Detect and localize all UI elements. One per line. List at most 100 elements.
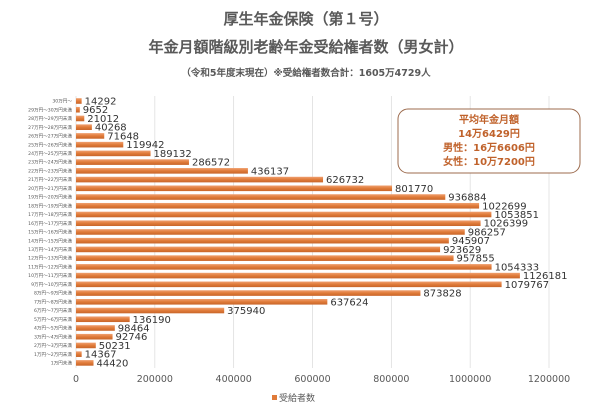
- y-tick-label: 17万円～18万円未満: [28, 211, 72, 218]
- chart-subtitle: 年金月額階級別老齢年金受給権者数（男女計）: [148, 38, 463, 56]
- y-tick-label: 3万円～4万円未満: [34, 333, 72, 340]
- bar: [76, 106, 80, 113]
- y-tick-label: 10万円～11万円未満: [28, 272, 72, 279]
- bar: [76, 229, 465, 235]
- y-tick-label: 27万円～28万円未満: [28, 124, 72, 131]
- data-label: 375940: [227, 306, 265, 317]
- y-tick-label: 7万円～8万円未満: [34, 298, 72, 305]
- bar: [76, 342, 96, 349]
- x-tick-label: 200000: [137, 374, 173, 385]
- bar: [76, 307, 225, 314]
- x-tick-label: 600000: [294, 374, 330, 385]
- y-tick-label: 5万円～6万円未満: [34, 316, 72, 323]
- y-tick-label: 9万円～10万円未満: [31, 281, 72, 288]
- data-label: 873828: [423, 289, 461, 300]
- x-tick-label: 1000000: [449, 374, 491, 385]
- chart-title: 厚生年金保険（第１号）: [223, 10, 388, 28]
- legend-label: 受給者数: [279, 392, 315, 404]
- y-tick-label: 12万円～13万円未満: [28, 255, 72, 262]
- data-label: 1054333: [495, 262, 540, 273]
- bar: [76, 220, 481, 227]
- y-tick-label: 11万円～12万円未満: [28, 263, 72, 270]
- y-tick-label: 29万円～30万円未満: [28, 106, 72, 113]
- data-label: 1079767: [505, 280, 550, 291]
- bar: [76, 211, 492, 218]
- data-label: 14367: [85, 350, 117, 361]
- data-label: 189132: [154, 149, 192, 160]
- data-label: 14292: [85, 97, 117, 108]
- data-label: 50231: [99, 341, 131, 352]
- data-label: 1026399: [484, 219, 529, 230]
- bar: [76, 316, 130, 323]
- bar: [76, 255, 454, 261]
- data-label: 945907: [452, 236, 490, 247]
- legend-swatch: [272, 395, 277, 400]
- bar: [76, 141, 124, 148]
- y-tick-label: 8万円～9万円未満: [34, 290, 72, 297]
- bar: [76, 290, 421, 296]
- y-tick-label: 13万円～14万円未満: [28, 246, 72, 253]
- y-tick-label: 25万円～26万円未満: [28, 141, 72, 148]
- data-label: 936884: [448, 193, 486, 204]
- y-tick-label: 6万円～7万円未満: [34, 307, 72, 314]
- data-label: 92746: [116, 332, 148, 343]
- data-label: 1022699: [482, 201, 527, 212]
- data-label: 119942: [126, 140, 164, 151]
- data-label: 1053851: [494, 210, 539, 221]
- x-tick-label: 400000: [216, 374, 252, 385]
- chart-caption: （令和5年度末現在）※受給権者数合計：1605万4729人: [181, 67, 431, 79]
- y-tick-label: 18万円～19万円未満: [28, 202, 72, 209]
- y-tick-label: 28万円～29万円未満: [28, 115, 72, 122]
- y-tick-label: 24万円～25万円未満: [28, 150, 72, 157]
- bar: [76, 325, 115, 331]
- y-tick-label: 30万円～: [52, 99, 72, 105]
- bar: [76, 168, 248, 174]
- y-tick-label: 19万円～20万円未満: [28, 194, 72, 201]
- bar: [76, 185, 393, 192]
- bar: [76, 333, 113, 340]
- y-tick-label: 2万円～3万円未満: [34, 342, 72, 349]
- annotation-line: 男性：16万6606円: [443, 141, 535, 154]
- data-label: 637624: [330, 297, 368, 308]
- y-tick-label: 16万円～17万円未満: [28, 220, 72, 227]
- annotation-line: 14万6429円: [458, 128, 520, 140]
- y-tick-label: 1万円～2万円未満: [34, 351, 72, 358]
- legend: 受給者数: [272, 392, 315, 404]
- bar: [76, 150, 151, 157]
- x-tick-label: 800000: [373, 374, 409, 385]
- annotation-line: 平均年金月額: [459, 113, 519, 126]
- bar: [76, 237, 449, 244]
- bar: [76, 246, 441, 253]
- data-label: 40268: [95, 123, 127, 134]
- bar: [76, 272, 520, 279]
- data-label: 136190: [133, 315, 171, 326]
- bar: [76, 98, 82, 104]
- x-tick-label: 1200000: [528, 374, 570, 385]
- data-label: 626732: [326, 175, 364, 186]
- y-tick-label: 1万円未満: [51, 360, 73, 367]
- y-tick-label: 15万円～16万円未満: [28, 229, 72, 236]
- y-tick-label: 23万円～24万円未満: [28, 159, 72, 166]
- bar: [76, 298, 328, 305]
- data-label: 71648: [107, 131, 139, 142]
- data-label: 98464: [118, 323, 150, 334]
- data-label: 286572: [192, 158, 230, 169]
- bar: [76, 194, 446, 200]
- y-tick-label: 20万円～21万円未満: [28, 185, 72, 192]
- bar: [76, 124, 92, 130]
- data-label: 44420: [97, 358, 129, 369]
- bar: [76, 133, 105, 139]
- y-tick-label: 4万円～5万円未満: [34, 325, 72, 332]
- bar: [76, 351, 82, 357]
- data-label: 957855: [457, 254, 495, 265]
- y-tick-label: 14万円～15万円未満: [28, 237, 72, 244]
- bar: [76, 264, 492, 270]
- annotation-box: 平均年金月額 14万6429円 男性：16万6606円 女性：10万7200円: [397, 108, 581, 174]
- data-label: 436137: [251, 166, 289, 177]
- data-label: 1126181: [523, 271, 568, 282]
- data-label: 801770: [395, 184, 433, 195]
- y-tick-label: 26万円～27万円未満: [28, 133, 72, 140]
- bar: [76, 159, 189, 165]
- bar: [76, 281, 502, 288]
